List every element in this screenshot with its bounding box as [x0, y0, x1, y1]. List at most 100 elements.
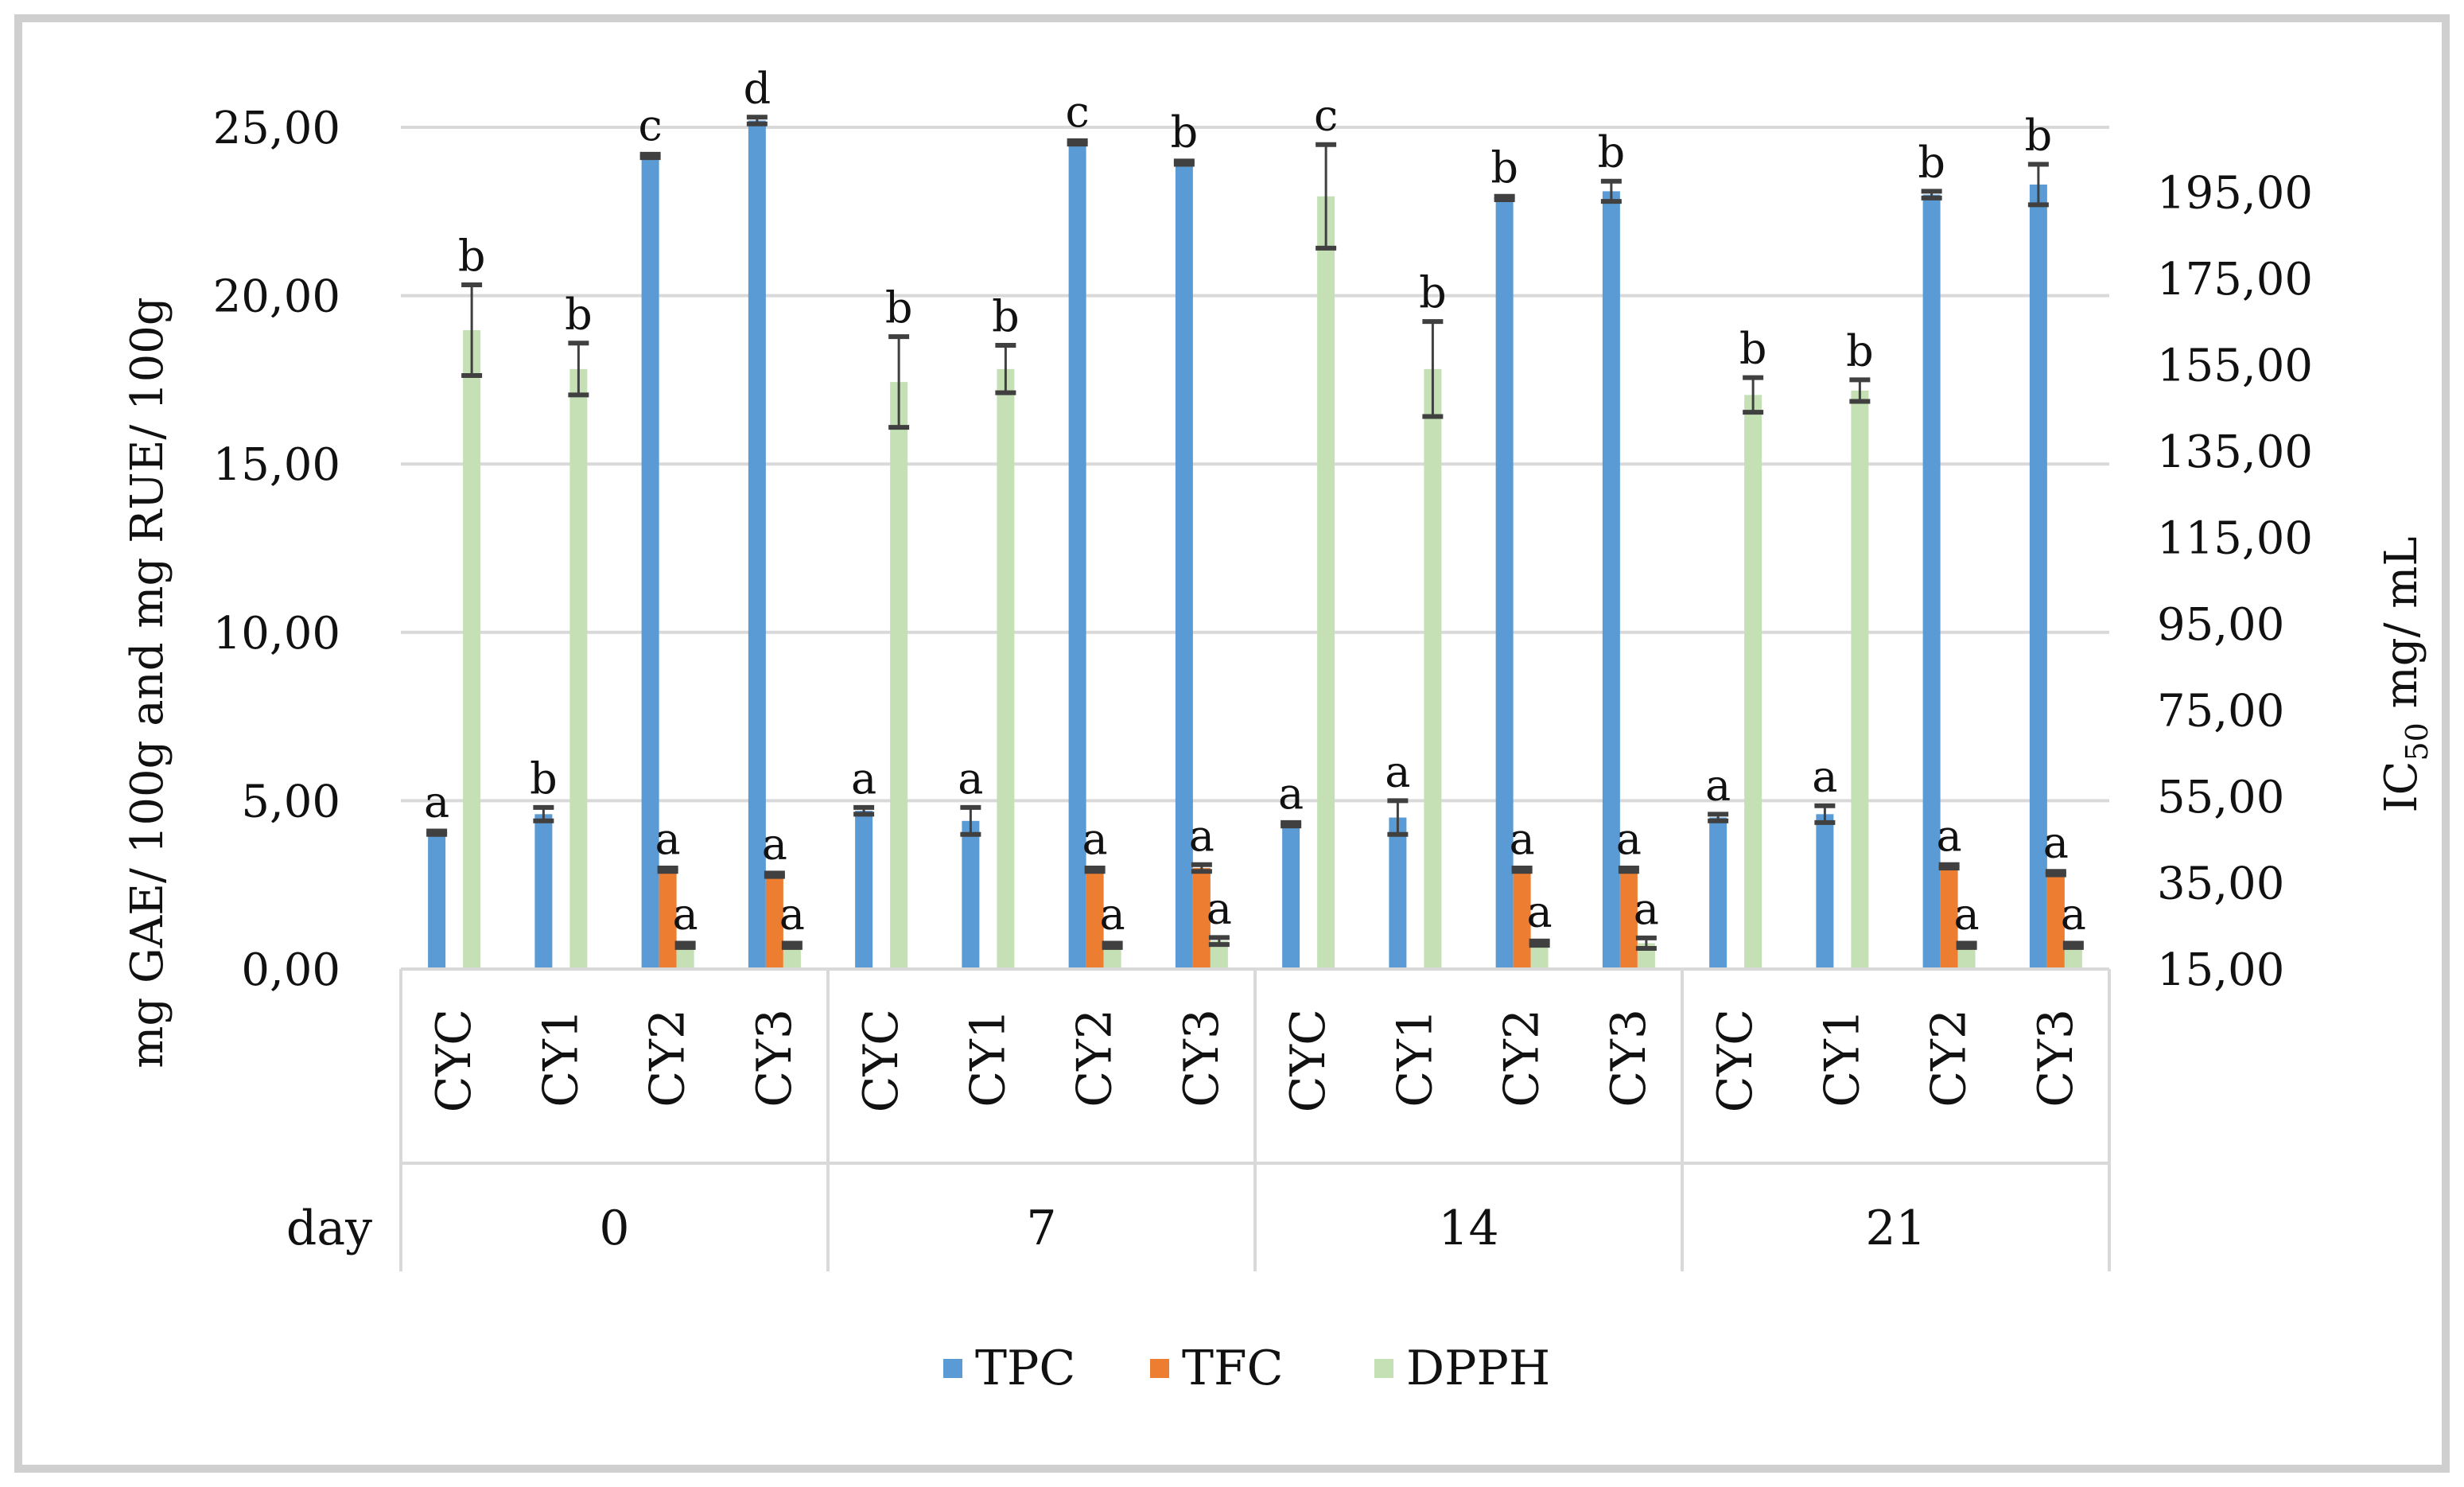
x-category-label: CY2	[1922, 1009, 1977, 1107]
bar-dpph	[890, 382, 908, 970]
legend-swatch-tpc	[943, 1359, 962, 1378]
significance-letter-tpc: b	[2025, 111, 2053, 161]
significance-letter-dpph: a	[2061, 889, 2086, 939]
bar-tfc	[765, 874, 783, 969]
significance-letter-dpph: b	[1419, 267, 1447, 317]
bar-tpc	[748, 120, 766, 969]
bar-tpc	[1922, 194, 1941, 969]
significance-letter-dpph: a	[779, 889, 805, 939]
bar-dpph	[676, 945, 694, 969]
x-category-label: CYC	[1281, 1009, 1336, 1112]
bar-tpc	[1816, 814, 1834, 969]
significance-letter-tpc: b	[1598, 127, 1626, 177]
y-tick-left-label: 20,00	[213, 271, 340, 323]
bar-tpc	[1389, 817, 1407, 969]
x-category-label: CY1	[1814, 1009, 1870, 1107]
x-axis-title: day	[286, 1201, 372, 1256]
bar-dpph	[1530, 943, 1549, 969]
y-tick-right-label: 15,00	[2157, 944, 2284, 996]
y-axis-right-title-unit: mg/ mL	[2376, 536, 2427, 708]
bar-dpph	[1317, 196, 1335, 970]
x-category-label: CYC	[426, 1009, 482, 1112]
bar-tpc	[428, 832, 446, 969]
bar-tpc	[962, 820, 980, 969]
significance-letter-tfc: a	[1937, 811, 1962, 861]
x-group-label: 21	[1865, 1201, 1926, 1256]
significance-letter-tpc: d	[744, 63, 771, 113]
significance-letter-tpc: b	[1918, 137, 1945, 187]
significance-letter-tfc: a	[655, 814, 681, 864]
svg-text:IC50 mg/ mL: IC50 mg/ mL	[2376, 536, 2435, 812]
bar-tpc	[1282, 824, 1300, 969]
significance-letter-tpc: b	[530, 753, 558, 804]
significance-letter-dpph: a	[1954, 889, 1980, 939]
y-axis-left-title: mg GAE/ 100g and mg RUE/ 100g	[122, 297, 173, 1069]
significance-letter-tpc: b	[1490, 142, 1518, 193]
bar-dpph	[463, 330, 481, 969]
y-tick-right-label: 155,00	[2157, 340, 2313, 391]
significance-letter-tfc: a	[762, 819, 787, 869]
significance-letter-tpc: c	[1066, 87, 1090, 137]
y-axis-right-title-subscript: 50	[2400, 722, 2435, 761]
x-group-label: 0	[599, 1201, 629, 1256]
y-tick-left-label: 15,00	[213, 439, 340, 491]
significance-letter-tpc: a	[851, 753, 876, 804]
significance-letter-dpph: b	[1846, 325, 1874, 376]
bar-tpc	[1602, 191, 1620, 969]
legend-label-dpph: DPPH	[1406, 1341, 1550, 1396]
bar-tpc	[2029, 184, 2047, 970]
axes	[399, 967, 2111, 1271]
tick-labels: 0,00 5,00 10,00 15,00 20,00 25,00 15,00 35,00 55…	[213, 103, 2313, 996]
y-tick-right-label: 95,00	[2157, 599, 2284, 651]
bar-dpph	[783, 945, 801, 969]
significance-letter-dpph: a	[673, 889, 698, 939]
bar-tpc	[1068, 142, 1086, 970]
bar-dpph	[1744, 395, 1762, 969]
x-category-label: CY3	[1601, 1009, 1657, 1107]
significance-letter-tfc: a	[1082, 814, 1108, 864]
bar-tfc	[1940, 866, 1958, 969]
significance-letter-tpc: c	[639, 100, 663, 150]
legend-label-tfc: TFC	[1182, 1341, 1284, 1396]
y-tick-right-label: 55,00	[2157, 772, 2284, 823]
bars	[428, 120, 2082, 970]
bar-tfc	[659, 870, 677, 969]
y-tick-right-label: 35,00	[2157, 858, 2284, 909]
legend-label-tpc: TPC	[975, 1341, 1075, 1396]
bar-dpph	[997, 368, 1015, 969]
bar-tpc	[641, 155, 659, 970]
bar-tpc	[1495, 197, 1514, 969]
significance-letter-dpph: a	[1527, 887, 1553, 937]
x-category-label: CYC	[1708, 1009, 1763, 1112]
significance-letter-tpc: a	[1385, 746, 1410, 796]
x-category-label: CY3	[747, 1009, 803, 1107]
y-tick-right-label: 115,00	[2157, 512, 2313, 564]
bar-tfc	[2046, 873, 2065, 969]
significance-letter-dpph: b	[1739, 324, 1767, 374]
legend-swatch-tfc	[1150, 1359, 1169, 1378]
significance-letter-dpph: b	[565, 289, 593, 339]
bar-tpc	[1175, 162, 1193, 969]
significance-letter-tfc: a	[1616, 814, 1642, 864]
x-category-label: CY3	[1174, 1009, 1230, 1107]
significance-letter-dpph: a	[1634, 884, 1659, 934]
significance-letter-dpph: c	[1314, 91, 1338, 141]
bar-tpc	[855, 811, 873, 969]
x-category-label: CY3	[2028, 1009, 2084, 1107]
y-tick-left-label: 5,00	[241, 776, 340, 827]
y-tick-right-label: 175,00	[2157, 254, 2313, 306]
legend-swatch-dpph	[1374, 1359, 1393, 1378]
x-group-label: 14	[1438, 1201, 1498, 1256]
significance-letter-tfc: a	[2043, 817, 2069, 867]
x-axis-categories: 0 CYC CY1 CY2 CY3 7 CYC CY1 CY2 CY3 14 CYC CY1 CY2 CY3…	[426, 1009, 2084, 1256]
x-category-label: CY2	[1494, 1009, 1550, 1107]
bar-dpph	[1103, 945, 1121, 969]
bar-tpc	[1709, 817, 1728, 969]
bar-tfc	[1192, 868, 1211, 969]
y-axis-right-title-gap	[2376, 708, 2427, 722]
x-category-label: CY2	[1067, 1009, 1123, 1107]
significance-letter-tpc: a	[1812, 752, 1837, 802]
